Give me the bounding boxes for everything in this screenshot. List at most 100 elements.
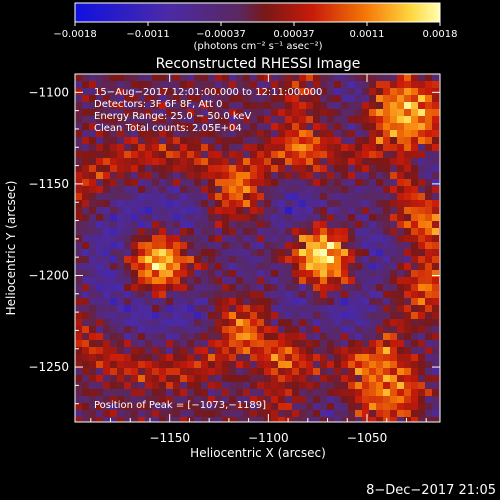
heatmap-cell xyxy=(159,200,167,208)
heatmap-cell xyxy=(215,228,223,236)
heatmap-cell xyxy=(131,158,139,166)
heatmap-cell xyxy=(257,298,265,306)
heatmap-cell xyxy=(404,389,412,397)
heatmap-cell xyxy=(152,277,160,285)
heatmap-cell xyxy=(180,389,188,397)
heatmap-cell xyxy=(285,130,293,138)
heatmap-cell xyxy=(138,179,146,187)
heatmap-cell xyxy=(208,235,216,243)
heatmap-cell xyxy=(187,221,195,229)
heatmap-cell xyxy=(376,263,384,271)
heatmap-cell xyxy=(194,305,202,313)
heatmap-cell xyxy=(397,116,405,124)
heatmap-cell xyxy=(411,207,419,215)
heatmap-cell xyxy=(334,361,342,369)
heatmap-cell xyxy=(166,403,174,411)
heatmap-cell xyxy=(369,396,377,404)
heatmap-cell xyxy=(362,319,370,327)
heatmap-cell xyxy=(425,235,433,243)
heatmap-cell xyxy=(222,347,230,355)
heatmap-cell xyxy=(376,298,384,306)
heatmap-cell xyxy=(131,249,139,257)
heatmap-cell xyxy=(201,165,209,173)
heatmap-cell xyxy=(110,81,118,89)
heatmap-cell xyxy=(285,214,293,222)
heatmap-cell xyxy=(362,95,370,103)
heatmap-cell xyxy=(187,81,195,89)
heatmap-cell xyxy=(243,109,251,117)
heatmap-cell xyxy=(145,340,153,348)
heatmap-cell xyxy=(355,102,363,110)
heatmap-cell xyxy=(166,298,174,306)
heatmap-cell xyxy=(292,347,300,355)
heatmap-cell xyxy=(75,137,83,145)
heatmap-cell xyxy=(208,179,216,187)
heatmap-cell xyxy=(418,291,426,299)
heatmap-cell xyxy=(418,354,426,362)
heatmap-cell xyxy=(264,347,272,355)
heatmap-cell xyxy=(376,361,384,369)
heatmap-cell xyxy=(96,137,104,145)
heatmap-cell xyxy=(194,368,202,376)
heatmap-cell xyxy=(306,123,314,131)
heatmap-cell xyxy=(222,151,230,159)
heatmap-cell xyxy=(397,291,405,299)
heatmap-cell xyxy=(166,151,174,159)
heatmap-cell xyxy=(110,361,118,369)
heatmap-cell xyxy=(166,389,174,397)
heatmap-cell xyxy=(257,186,265,194)
heatmap-cell xyxy=(285,340,293,348)
heatmap-cell xyxy=(425,298,433,306)
heatmap-cell xyxy=(110,207,118,215)
heatmap-cell xyxy=(285,179,293,187)
heatmap-cell xyxy=(397,158,405,166)
heatmap-cell xyxy=(250,340,258,348)
heatmap-cell xyxy=(257,333,265,341)
heatmap-cell xyxy=(75,333,83,341)
heatmap-cell xyxy=(229,235,237,243)
heatmap-cell xyxy=(152,200,160,208)
heatmap-cell xyxy=(222,109,230,117)
heatmap-cell xyxy=(411,368,419,376)
heatmap-cell xyxy=(313,354,321,362)
heatmap-cell xyxy=(334,137,342,145)
heatmap-cell xyxy=(299,340,307,348)
heatmap-cell xyxy=(376,88,384,96)
heatmap-cell xyxy=(306,417,314,423)
heatmap-cell xyxy=(390,235,398,243)
heatmap-cell xyxy=(250,102,258,110)
heatmap-cell xyxy=(124,130,132,138)
heatmap-cell xyxy=(306,228,314,236)
heatmap-cell xyxy=(75,326,83,334)
heatmap-cell xyxy=(103,249,111,257)
heatmap-cell xyxy=(229,305,237,313)
heatmap-cell xyxy=(131,256,139,264)
heatmap-cell xyxy=(306,256,314,264)
heatmap-cell xyxy=(432,144,440,152)
heatmap-cell xyxy=(208,382,216,390)
heatmap-cell xyxy=(418,270,426,278)
heatmap-cell xyxy=(327,340,335,348)
heatmap-cell xyxy=(117,291,125,299)
heatmap-cell xyxy=(145,172,153,180)
heatmap-cell xyxy=(131,403,139,411)
heatmap-cell xyxy=(278,81,286,89)
heatmap-cell xyxy=(138,221,146,229)
heatmap-cell xyxy=(103,340,111,348)
heatmap-cell xyxy=(180,333,188,341)
heatmap-cell xyxy=(313,403,321,411)
heatmap-cell xyxy=(110,88,118,96)
heatmap-cell xyxy=(390,249,398,257)
heatmap-cell xyxy=(124,347,132,355)
heatmap-cell xyxy=(271,354,279,362)
heatmap-cell xyxy=(376,312,384,320)
heatmap-cell xyxy=(425,95,433,103)
heatmap-cell xyxy=(159,144,167,152)
heatmap-cell xyxy=(306,368,314,376)
heatmap-cell xyxy=(404,151,412,159)
heatmap-cell xyxy=(369,137,377,145)
heatmap-cell xyxy=(187,326,195,334)
heatmap-cell xyxy=(320,214,328,222)
heatmap-cell xyxy=(271,235,279,243)
heatmap-cell xyxy=(327,298,335,306)
